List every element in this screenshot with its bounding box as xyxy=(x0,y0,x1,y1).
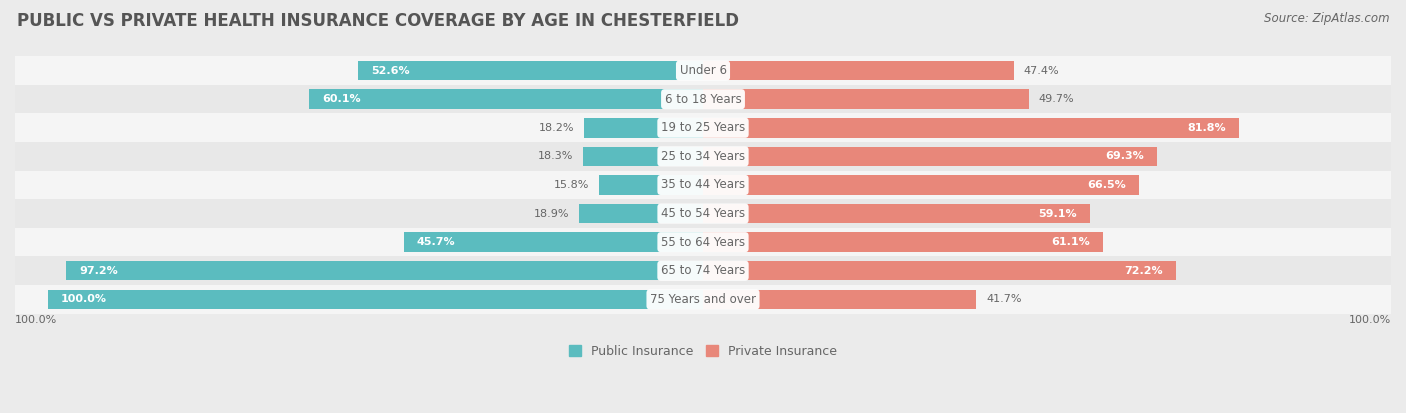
Text: 72.2%: 72.2% xyxy=(1125,266,1163,276)
Bar xyxy=(599,175,703,195)
Text: 55 to 64 Years: 55 to 64 Years xyxy=(661,236,745,249)
Text: 25 to 34 Years: 25 to 34 Years xyxy=(661,150,745,163)
Text: 60.1%: 60.1% xyxy=(322,94,361,104)
Text: 6 to 18 Years: 6 to 18 Years xyxy=(665,93,741,106)
Bar xyxy=(404,233,703,252)
Text: 49.7%: 49.7% xyxy=(1039,94,1074,104)
Text: 47.4%: 47.4% xyxy=(1024,66,1059,76)
Text: 15.8%: 15.8% xyxy=(554,180,589,190)
Text: 100.0%: 100.0% xyxy=(1348,315,1391,325)
Bar xyxy=(703,204,1090,223)
Text: 100.0%: 100.0% xyxy=(60,294,107,304)
Text: 52.6%: 52.6% xyxy=(371,66,411,76)
Legend: Public Insurance, Private Insurance: Public Insurance, Private Insurance xyxy=(562,339,844,364)
Text: 41.7%: 41.7% xyxy=(986,294,1022,304)
Text: 81.8%: 81.8% xyxy=(1187,123,1226,133)
Bar xyxy=(15,285,1391,313)
Bar xyxy=(15,56,1391,85)
Bar xyxy=(703,61,1014,80)
Bar xyxy=(359,61,703,80)
Bar xyxy=(15,142,1391,171)
Bar xyxy=(703,233,1104,252)
Bar xyxy=(583,118,703,138)
Bar xyxy=(48,290,703,309)
Bar xyxy=(309,90,703,109)
Bar xyxy=(703,261,1175,280)
Bar xyxy=(66,261,703,280)
Bar xyxy=(703,175,1139,195)
Text: Source: ZipAtlas.com: Source: ZipAtlas.com xyxy=(1264,12,1389,25)
Text: 97.2%: 97.2% xyxy=(79,266,118,276)
Bar xyxy=(15,199,1391,228)
Bar xyxy=(15,256,1391,285)
Bar xyxy=(15,171,1391,199)
Text: 19 to 25 Years: 19 to 25 Years xyxy=(661,121,745,134)
Text: 75 Years and over: 75 Years and over xyxy=(650,293,756,306)
Bar xyxy=(579,204,703,223)
Text: 18.3%: 18.3% xyxy=(538,152,574,161)
Text: 59.1%: 59.1% xyxy=(1039,209,1077,218)
Text: 65 to 74 Years: 65 to 74 Years xyxy=(661,264,745,277)
Text: 69.3%: 69.3% xyxy=(1105,152,1144,161)
Text: 45 to 54 Years: 45 to 54 Years xyxy=(661,207,745,220)
Bar xyxy=(703,118,1239,138)
Text: 45.7%: 45.7% xyxy=(416,237,456,247)
Text: PUBLIC VS PRIVATE HEALTH INSURANCE COVERAGE BY AGE IN CHESTERFIELD: PUBLIC VS PRIVATE HEALTH INSURANCE COVER… xyxy=(17,12,740,31)
Text: 35 to 44 Years: 35 to 44 Years xyxy=(661,178,745,192)
Text: 100.0%: 100.0% xyxy=(15,315,58,325)
Bar xyxy=(703,147,1157,166)
Text: 61.1%: 61.1% xyxy=(1052,237,1090,247)
Bar xyxy=(703,290,976,309)
Bar xyxy=(583,147,703,166)
Bar xyxy=(15,228,1391,256)
Text: 66.5%: 66.5% xyxy=(1087,180,1126,190)
Bar xyxy=(15,85,1391,114)
Bar xyxy=(703,90,1029,109)
Text: 18.2%: 18.2% xyxy=(538,123,574,133)
Text: 18.9%: 18.9% xyxy=(534,209,569,218)
Text: Under 6: Under 6 xyxy=(679,64,727,77)
Bar xyxy=(15,114,1391,142)
